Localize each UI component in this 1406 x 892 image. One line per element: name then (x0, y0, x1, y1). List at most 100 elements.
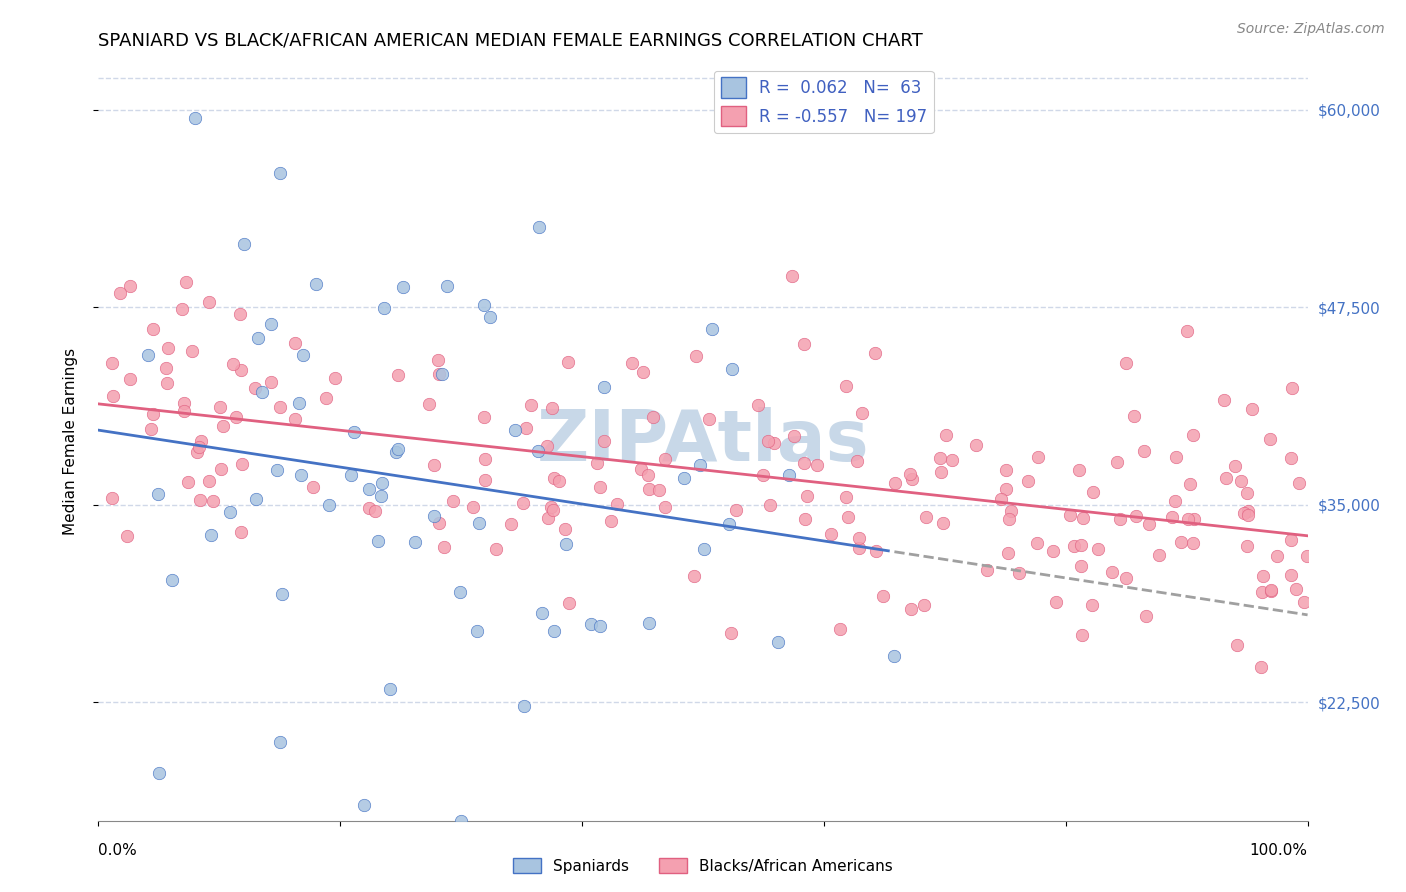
Point (173, 396, 195, 410)
Point (1250, 659, 1272, 673)
Point (1260, 583, 1282, 598)
Point (246, 331, 269, 345)
Point (392, 280, 415, 294)
Point (139, 422, 162, 436)
Point (1149, 548, 1171, 562)
Point (186, 444, 208, 458)
Point (1000, 504, 1022, 518)
Point (637, 467, 659, 482)
Point (589, 619, 612, 633)
Point (863, 345, 886, 359)
Point (641, 409, 664, 424)
Point (433, 540, 456, 554)
Point (503, 423, 526, 437)
Point (537, 510, 560, 524)
Point (512, 496, 534, 510)
Point (146, 487, 169, 501)
Point (693, 541, 716, 556)
Point (357, 501, 380, 516)
Point (1182, 428, 1205, 442)
Point (384, 444, 406, 458)
Point (474, 451, 496, 466)
Point (1265, 549, 1288, 563)
Point (683, 569, 706, 583)
Point (1251, 569, 1274, 583)
Point (120, 279, 142, 293)
Point (260, 317, 283, 331)
Point (1081, 598, 1104, 612)
Point (965, 438, 987, 452)
Point (450, 814, 472, 828)
Point (323, 371, 346, 385)
Point (557, 355, 579, 369)
Point (1017, 474, 1039, 488)
Point (1105, 454, 1128, 468)
Point (835, 379, 858, 393)
Point (543, 503, 565, 517)
Point (340, 467, 363, 482)
Point (269, 734, 291, 748)
Point (290, 468, 312, 483)
Point (1240, 401, 1263, 416)
Point (364, 504, 387, 518)
Point (689, 458, 711, 473)
Point (1135, 609, 1157, 624)
Point (747, 398, 769, 412)
Point (1137, 517, 1160, 532)
Point (543, 471, 565, 485)
Point (1109, 511, 1132, 525)
Point (1059, 508, 1081, 522)
Point (1236, 508, 1258, 522)
Point (1101, 565, 1123, 579)
Point (554, 523, 576, 537)
Point (1125, 509, 1147, 524)
Point (231, 457, 253, 471)
Point (305, 277, 328, 291)
Point (422, 508, 444, 523)
Point (929, 465, 952, 479)
Point (900, 472, 922, 486)
Point (1226, 639, 1249, 653)
Point (1229, 474, 1251, 488)
Point (472, 410, 495, 425)
Point (548, 474, 571, 488)
Point (883, 649, 905, 664)
Point (231, 363, 253, 377)
Point (846, 454, 869, 468)
Point (1281, 568, 1303, 582)
Point (830, 622, 852, 636)
Point (796, 489, 818, 503)
Point (935, 428, 957, 442)
Point (900, 467, 922, 481)
Point (883, 475, 905, 490)
Legend: Spaniards, Blacks/African Americans: Spaniards, Blacks/African Americans (508, 852, 898, 880)
Point (1070, 538, 1092, 552)
Point (990, 492, 1012, 507)
Point (188, 440, 211, 454)
Point (540, 500, 562, 514)
Point (915, 510, 938, 524)
Point (589, 480, 612, 494)
Point (1236, 486, 1258, 500)
Point (343, 425, 366, 439)
Point (835, 490, 858, 504)
Point (110, 286, 132, 301)
Point (621, 355, 644, 369)
Point (638, 482, 661, 496)
Point (115, 529, 138, 543)
Point (284, 336, 307, 351)
Point (176, 276, 198, 290)
Point (212, 419, 235, 434)
Point (232, 237, 254, 252)
Point (865, 544, 887, 558)
Point (654, 500, 676, 514)
Point (1285, 582, 1308, 596)
Point (229, 307, 252, 321)
Point (101, 389, 124, 403)
Point (995, 463, 1018, 477)
Point (198, 295, 221, 310)
Point (200, 528, 222, 542)
Point (593, 434, 616, 448)
Point (1063, 539, 1085, 553)
Point (1115, 571, 1137, 585)
